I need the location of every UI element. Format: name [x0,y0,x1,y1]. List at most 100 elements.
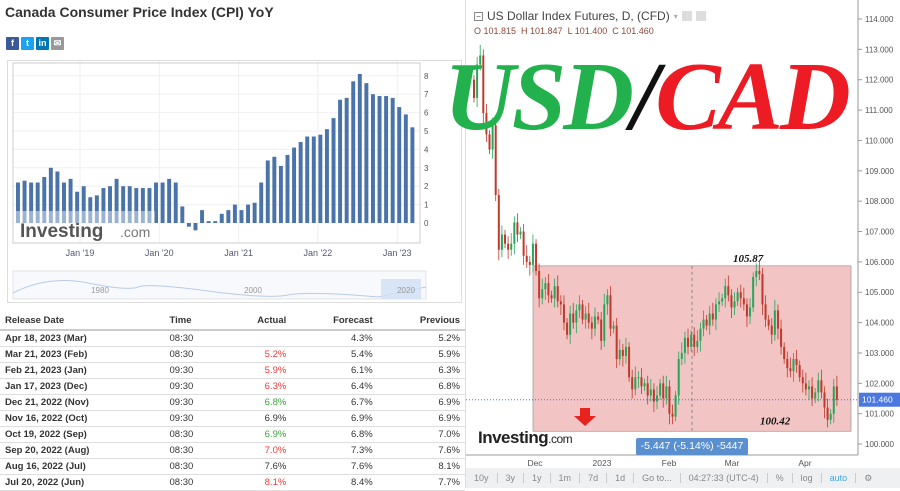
toolbar-auto[interactable]: auto [822,473,857,483]
table-row: Dec 21, 2022 (Nov) 09:30 6.8% 6.7% 6.9% [0,394,465,411]
bar [108,186,112,223]
candle [507,243,510,250]
bar [397,107,402,223]
cell-previous: 6.9% [377,410,465,427]
bar [311,136,316,223]
cell-release-date: Oct 19, 2022 (Sep) [0,426,165,443]
usd-cad-overlay: USD/CAD [444,48,851,146]
cell-actual: 6.3% [223,378,292,395]
candle [473,79,475,98]
cell-release-date: Sep 20, 2022 (Aug) [0,442,165,459]
candle [662,383,665,399]
toolbar-7d[interactable]: 7d [580,473,608,483]
bar [285,154,290,223]
cell-time: 09:30 [164,394,224,411]
toolbar-goto[interactable]: Go to... [634,473,681,483]
bar [390,97,395,223]
candle [770,325,773,335]
candle [603,304,606,341]
toolbar-1y[interactable]: 1y [524,473,551,483]
bar [147,188,152,223]
candle [541,289,544,299]
candle [798,365,801,378]
toolbar-1m[interactable]: 1m [551,473,581,483]
table-row: Sep 20, 2022 (Aug) 08:30 7.0% 7.3% 7.6% [0,442,465,459]
visibility-icon[interactable] [681,11,692,21]
settings-small-icon[interactable] [695,11,706,21]
x-tick-label: Jan '19 [66,248,95,258]
candle [761,274,764,305]
toolbar-1d[interactable]: 1d [607,473,635,483]
price-tick-label: 112.000 [865,76,894,85]
email-icon[interactable]: ✉ [51,37,64,50]
price-tick-label: 105.000 [865,288,894,297]
y-tick-label: 3 [424,164,429,173]
collapse-icon[interactable]: − [474,11,483,21]
date-label: Apr [798,458,811,468]
facebook-icon[interactable]: f [6,37,19,50]
dropdown-icon[interactable]: ▾ [673,11,678,21]
candle [780,328,783,347]
col-time[interactable]: Time [164,312,224,331]
bar [292,147,297,223]
cell-previous: 5.2% [377,330,465,347]
candle [522,231,525,256]
candle [618,349,621,360]
candle [631,377,634,390]
toolbar-log[interactable]: log [793,473,822,483]
col-actual[interactable]: Actual [223,312,292,331]
toolbar-10y[interactable]: 10y [466,473,498,483]
y-tick-label: 8 [424,72,429,81]
cell-previous: 6.9% [377,394,465,411]
investing-watermark: Investing [20,221,103,242]
usd-text: USD [444,43,634,151]
candle [556,286,559,302]
candle [776,310,779,329]
col-forecast[interactable]: Forecast [291,312,378,331]
toolbar-[interactable]: % [768,473,793,483]
price-tick-label: 100.000 [865,440,894,449]
candle [634,377,637,390]
candle [624,346,627,356]
candle [500,234,503,250]
cell-actual: 7.6% [223,458,292,475]
cell-release-date: Apr 18, 2023 (Mar) [0,330,165,347]
price-tick-label: 109.000 [865,167,894,176]
candle [767,319,770,326]
cell-forecast: 6.9% [291,410,378,427]
cpi-bar-chart: Jan '19 Jan '20 Jan '21 Jan '22 Jan '23 0 1 2 3 4… [12,61,429,300]
y-tick-label: 6 [424,109,429,118]
candle [575,310,578,323]
candle [606,295,609,305]
col-release-date[interactable]: Release Date [0,312,165,331]
navigator-line [12,280,427,298]
bar [114,178,119,223]
candle [538,270,541,299]
candle [528,261,531,265]
cell-forecast: 6.4% [291,378,378,395]
candle [699,328,702,341]
settings-gear-icon[interactable]: ⚙ [864,472,873,483]
candle [637,377,640,379]
toolbar-042733utc4[interactable]: 04:27:33 (UTC-4) [681,473,768,483]
col-previous[interactable]: Previous [377,312,465,331]
linkedin-icon[interactable]: in [36,37,49,50]
candle [504,234,507,244]
date-label: 2023 [593,458,612,468]
candle [764,304,767,320]
candle [659,383,662,396]
price-chart[interactable]: 114.000 113.000 112.000 111.000 110.000 109.0… [466,0,900,468]
candle [553,286,556,299]
twitter-icon[interactable]: t [21,37,34,50]
cell-forecast: 6.1% [291,362,378,379]
candle [792,359,795,372]
table-row: Feb 21, 2023 (Jan) 09:30 5.9% 6.1% 6.3% [0,362,465,379]
cpi-chart-frame [7,60,462,303]
toolbar-3y[interactable]: 3y [498,473,525,483]
cell-previous: 7.0% [377,426,465,443]
candle [826,407,829,420]
candle [535,243,538,271]
bar [75,191,80,223]
price-tick-label: 101.000 [865,410,894,419]
y-tick-label: 7 [424,90,429,99]
